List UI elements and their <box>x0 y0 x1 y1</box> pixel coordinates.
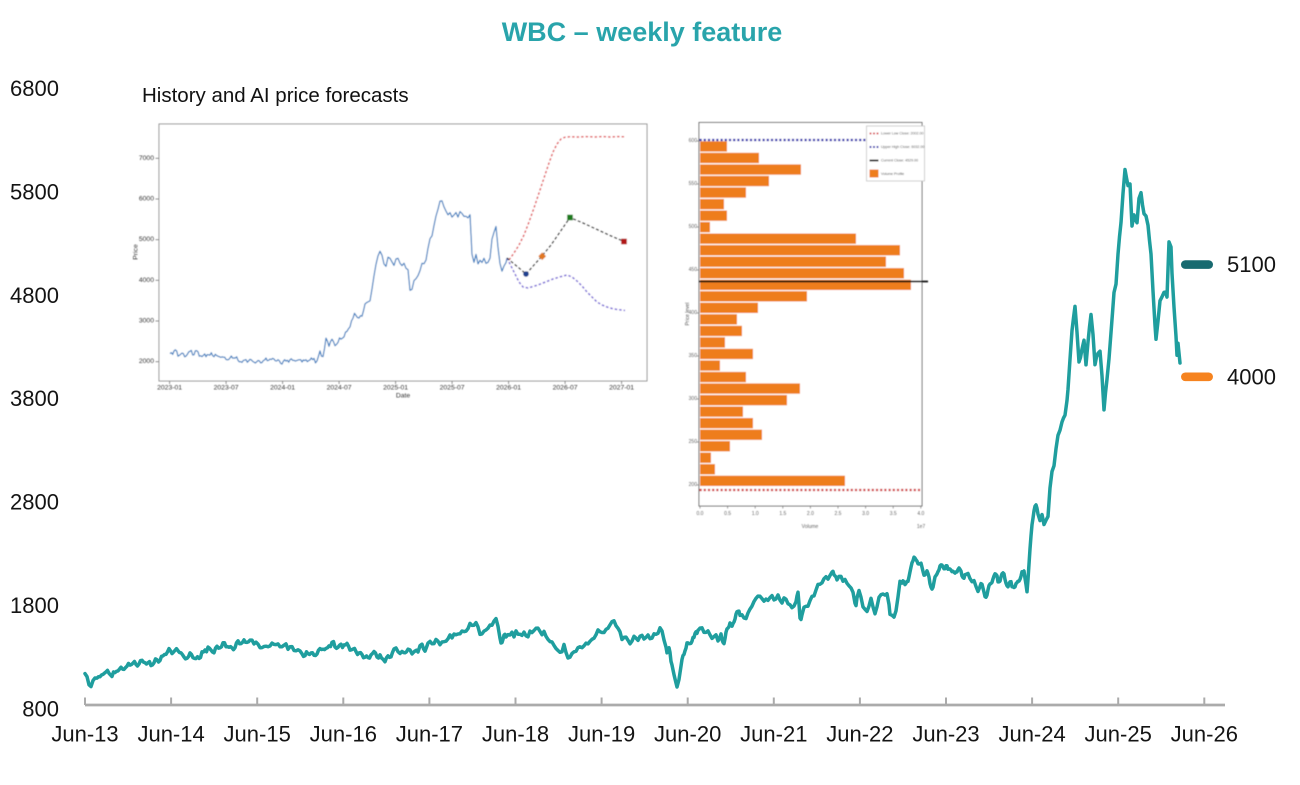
svg-text:5000: 5000 <box>139 236 154 243</box>
svg-text:Jun-22: Jun-22 <box>826 722 893 747</box>
svg-text:Jun-16: Jun-16 <box>310 722 377 747</box>
svg-text:1.0: 1.0 <box>752 511 759 517</box>
svg-text:Jun-20: Jun-20 <box>654 722 721 747</box>
svg-text:1800: 1800 <box>10 593 59 618</box>
svg-text:3000: 3000 <box>139 318 154 325</box>
svg-text:Volume: Volume <box>802 524 819 530</box>
svg-text:800: 800 <box>22 696 59 721</box>
svg-text:Jun-23: Jun-23 <box>912 722 979 747</box>
svg-text:400: 400 <box>689 310 698 316</box>
svg-text:5800: 5800 <box>10 179 59 204</box>
svg-text:Jun-17: Jun-17 <box>396 722 463 747</box>
svg-text:Jun-13: Jun-13 <box>51 722 118 747</box>
svg-text:0.5: 0.5 <box>724 511 731 517</box>
svg-text:Jun-26: Jun-26 <box>1171 722 1238 747</box>
svg-text:2026-07: 2026-07 <box>553 385 578 392</box>
svg-text:Jun-21: Jun-21 <box>740 722 807 747</box>
svg-text:2023-07: 2023-07 <box>214 385 239 392</box>
svg-text:250: 250 <box>689 439 698 445</box>
svg-text:Volume Profile: Volume Profile <box>881 172 904 176</box>
svg-text:Date: Date <box>396 393 411 400</box>
svg-text:2023-01: 2023-01 <box>157 385 182 392</box>
svg-text:2026-01: 2026-01 <box>496 385 521 392</box>
svg-text:500: 500 <box>689 224 698 230</box>
svg-text:3.0: 3.0 <box>862 511 869 517</box>
svg-text:Current Close: 4529.00: Current Close: 4529.00 <box>881 159 918 163</box>
svg-text:2025-07: 2025-07 <box>440 385 465 392</box>
svg-text:Price: Price <box>133 244 140 260</box>
svg-text:1e7: 1e7 <box>917 524 926 530</box>
svg-text:350: 350 <box>689 353 698 359</box>
svg-text:2024-01: 2024-01 <box>270 385 295 392</box>
svg-text:200: 200 <box>689 482 698 488</box>
svg-text:4800: 4800 <box>10 283 59 308</box>
svg-text:WBC – weekly feature: WBC – weekly feature <box>502 17 783 47</box>
svg-text:6800: 6800 <box>10 76 59 101</box>
svg-text:Jun-25: Jun-25 <box>1085 722 1152 747</box>
svg-text:600: 600 <box>689 138 698 144</box>
svg-text:3800: 3800 <box>10 386 59 411</box>
svg-text:2024-07: 2024-07 <box>327 385 352 392</box>
svg-text:Jun-15: Jun-15 <box>224 722 291 747</box>
svg-text:2800: 2800 <box>10 490 59 515</box>
svg-text:2000: 2000 <box>139 358 154 365</box>
svg-text:4000: 4000 <box>139 277 154 284</box>
svg-text:3.5: 3.5 <box>890 511 897 517</box>
svg-text:Jun-14: Jun-14 <box>137 722 204 747</box>
svg-text:0.0: 0.0 <box>697 511 704 517</box>
svg-text:History and AI price forecasts: History and AI price forecasts <box>142 84 409 107</box>
svg-text:450: 450 <box>689 267 698 273</box>
svg-text:1.5: 1.5 <box>779 511 786 517</box>
svg-text:2025-01: 2025-01 <box>383 385 408 392</box>
svg-text:300: 300 <box>689 396 698 402</box>
svg-text:6000: 6000 <box>139 196 154 203</box>
svg-text:5100: 5100 <box>1227 252 1276 277</box>
svg-text:2.0: 2.0 <box>807 511 814 517</box>
svg-text:Lower Low Close: 2002.00: Lower Low Close: 2002.00 <box>881 132 924 136</box>
svg-text:Jun-24: Jun-24 <box>998 722 1065 747</box>
svg-text:4000: 4000 <box>1227 365 1276 390</box>
svg-text:Jun-18: Jun-18 <box>482 722 549 747</box>
svg-text:550: 550 <box>689 181 698 187</box>
svg-text:Price level: Price level <box>685 302 691 325</box>
svg-text:4.0: 4.0 <box>917 511 924 517</box>
svg-text:Upper High Close: 6032.00: Upper High Close: 6032.00 <box>881 145 924 149</box>
svg-text:Jun-19: Jun-19 <box>568 722 635 747</box>
svg-text:2027-01: 2027-01 <box>609 385 634 392</box>
svg-text:7000: 7000 <box>139 155 154 162</box>
svg-text:2.5: 2.5 <box>835 511 842 517</box>
